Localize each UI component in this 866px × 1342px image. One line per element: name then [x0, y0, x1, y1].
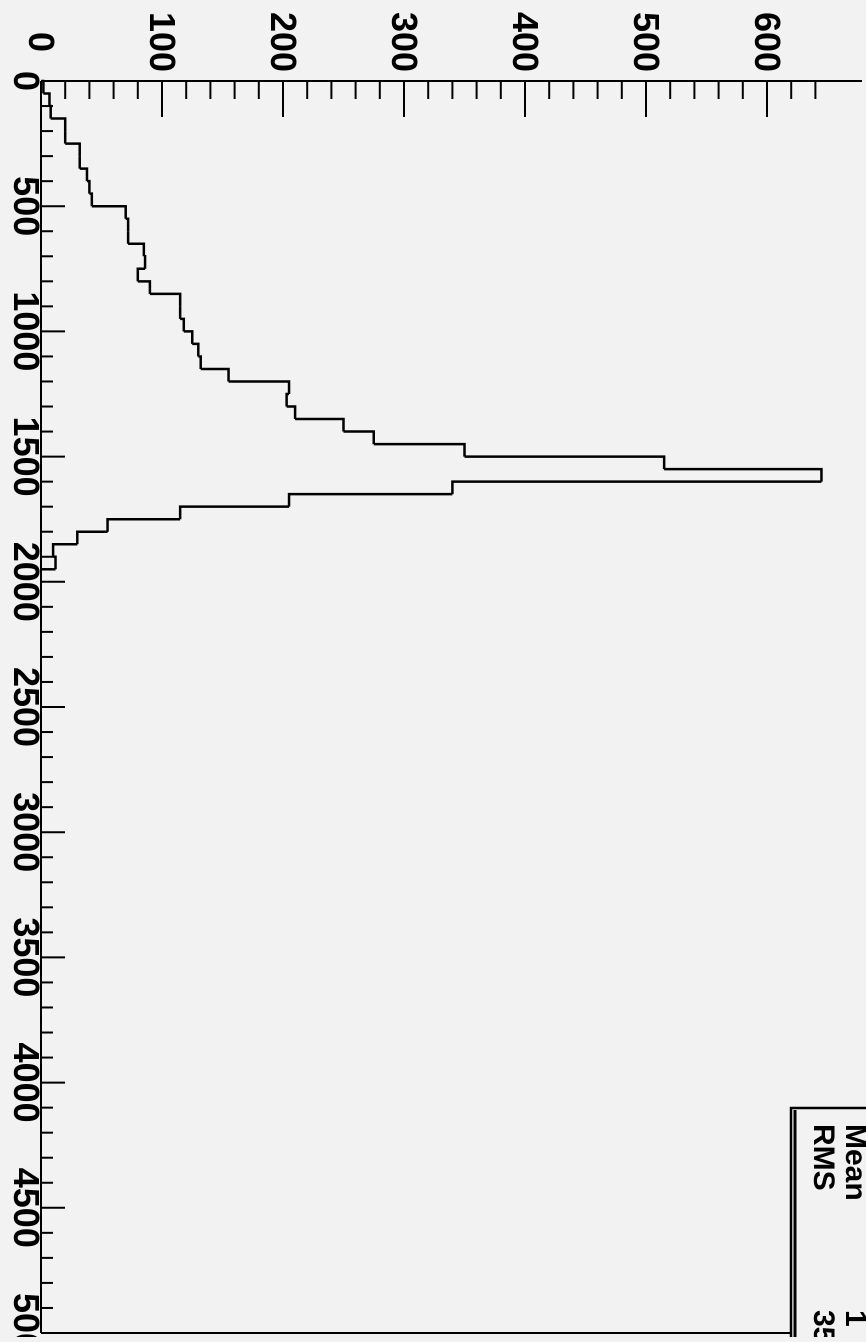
histogram-bin — [228, 380, 291, 394]
histogram-bin — [136, 267, 146, 282]
x-tick-label: 2000 — [6, 542, 47, 622]
histogram-bin — [41, 79, 45, 94]
histogram-bin — [178, 505, 290, 520]
histogram-bin — [143, 255, 147, 269]
histogram-bin — [51, 542, 78, 557]
stats-label: RMS — [807, 1124, 840, 1191]
x-tick-label: 3500 — [6, 917, 47, 997]
histogram-bin — [451, 480, 822, 495]
y-axis-ticks — [40, 81, 817, 117]
histogram-bin — [295, 417, 345, 432]
x-tick-label: 3000 — [6, 792, 47, 872]
y-tick-label: 0 — [21, 32, 62, 52]
histogram-bin — [65, 142, 81, 157]
histogram-bin — [287, 492, 453, 507]
x-tick-label: 4000 — [6, 1043, 47, 1123]
y-tick-label: 100 — [142, 12, 183, 72]
histogram-bin — [200, 367, 230, 382]
histogram-bin — [192, 342, 200, 357]
y-tick-label: 400 — [505, 12, 546, 72]
x-tick-label: 5000 — [6, 1293, 47, 1337]
histogram-bin — [53, 555, 57, 570]
stats-value: 1 — [839, 1310, 866, 1327]
x-tick-label: 2500 — [6, 667, 47, 747]
histogram-bin — [128, 242, 146, 257]
histogram-bin — [76, 530, 108, 545]
x-tick-label: 0 — [6, 71, 47, 91]
histogram-bin — [79, 167, 89, 182]
histogram-bin — [464, 455, 666, 470]
x-tick-label: 500 — [6, 176, 47, 236]
histogram-bin — [43, 92, 51, 107]
y-tick-label: 300 — [384, 12, 425, 72]
histogram-bin — [180, 317, 186, 332]
histogram-bin — [50, 117, 67, 132]
histogram-series — [41, 79, 823, 571]
x-axis-ticks — [41, 80, 65, 1334]
stats-value: 35 — [807, 1310, 840, 1337]
y-tick-label: 500 — [626, 12, 667, 72]
x-tick-label: 1000 — [6, 291, 47, 371]
y-axis-tick-labels: 0 100 200 300 400 500 600 — [21, 12, 788, 72]
histogram-bin — [183, 330, 194, 344]
histogram-bin — [49, 104, 52, 119]
histogram-bin — [343, 430, 375, 445]
histogram-bin — [149, 292, 182, 307]
histogram-bin — [664, 467, 823, 482]
x-tick-label: 4500 — [6, 1168, 47, 1248]
x-axis-tick-labels: 0 500 1000 1500 2000 2500 3000 3500 4000 4500 5000 — [6, 71, 47, 1342]
x-tick-label: 1500 — [6, 417, 47, 497]
histogram-bin — [285, 392, 290, 407]
histogram-bin — [91, 204, 127, 219]
histogram-bin — [198, 355, 202, 369]
histogram-bin — [373, 442, 466, 457]
stats-label: Mean — [839, 1124, 866, 1201]
stats-box: Mean 1 RMS 35 — [789, 1106, 866, 1342]
histogram-bin — [286, 405, 297, 420]
histogram-bin — [106, 517, 181, 532]
histogram-bin — [89, 192, 94, 207]
histogram-bin — [137, 280, 152, 294]
histogram-bin — [125, 217, 130, 232]
stats-box-frame — [789, 1106, 866, 1342]
y-tick-label: 200 — [263, 12, 304, 72]
y-tick-label: 600 — [747, 12, 788, 72]
histogram-bin — [86, 179, 91, 194]
